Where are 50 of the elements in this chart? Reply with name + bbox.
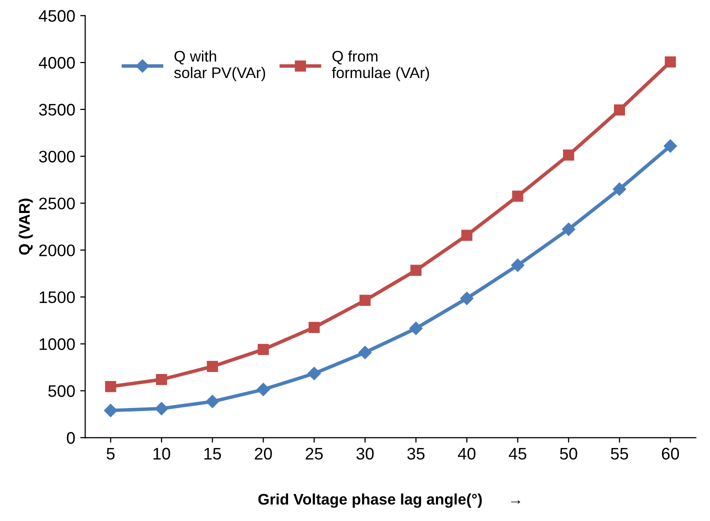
point bbox=[410, 264, 422, 276]
x-tick-label: 35 bbox=[407, 448, 425, 460]
point bbox=[461, 230, 472, 241]
x-tick-label: 55 bbox=[610, 448, 628, 460]
y-axis-title: Q (VAR) bbox=[18, 198, 33, 255]
point bbox=[156, 374, 168, 386]
y-tick-label: 0 bbox=[66, 432, 75, 444]
x-tick-label: 50 bbox=[560, 448, 578, 460]
y-tick-label: 4000 bbox=[38, 56, 75, 69]
point bbox=[460, 292, 474, 305]
point bbox=[360, 294, 371, 306]
point bbox=[154, 402, 168, 416]
point bbox=[358, 346, 372, 360]
point bbox=[562, 222, 576, 236]
x-tick-label: 30 bbox=[356, 448, 374, 460]
x-tick-label: 45 bbox=[508, 448, 526, 460]
y-tick-label: 3500 bbox=[39, 104, 75, 116]
x-tick-label: 10 bbox=[154, 448, 170, 460]
point bbox=[206, 360, 218, 372]
x-tick-label: 60 bbox=[662, 448, 679, 460]
point bbox=[105, 380, 116, 392]
point bbox=[206, 394, 219, 408]
point bbox=[512, 190, 524, 202]
point bbox=[664, 139, 677, 153]
x-tick-label: 40 bbox=[458, 448, 476, 460]
point bbox=[308, 366, 321, 380]
point bbox=[104, 404, 118, 418]
y-tick-label: 2500 bbox=[39, 198, 75, 210]
y-tick-label: 1000 bbox=[40, 338, 75, 350]
point bbox=[614, 104, 626, 116]
legend-label: Q with solar PV(VAr) bbox=[174, 50, 266, 82]
x-tick-label: 20 bbox=[254, 448, 272, 460]
y-tick-label: 2000 bbox=[39, 244, 75, 256]
point bbox=[511, 258, 524, 272]
y-tick-label: 1500 bbox=[40, 291, 75, 304]
point bbox=[308, 322, 320, 334]
y-tick-label: 500 bbox=[48, 385, 75, 397]
point bbox=[258, 344, 269, 356]
point bbox=[612, 182, 626, 196]
point bbox=[664, 56, 676, 68]
legend-label: Q from formulae (VAr) bbox=[332, 50, 429, 82]
y-tick-label: 3000 bbox=[39, 150, 75, 163]
x-axis-title: Grid Voltage phase lag angle(°) → bbox=[258, 493, 520, 508]
point bbox=[256, 382, 270, 396]
y-tick-label: 4500 bbox=[38, 10, 75, 22]
point bbox=[409, 322, 423, 335]
x-tick-label: 5 bbox=[106, 448, 115, 460]
x-tick-label: 25 bbox=[306, 448, 323, 460]
point bbox=[563, 150, 574, 161]
x-tick-label: 15 bbox=[204, 448, 221, 460]
